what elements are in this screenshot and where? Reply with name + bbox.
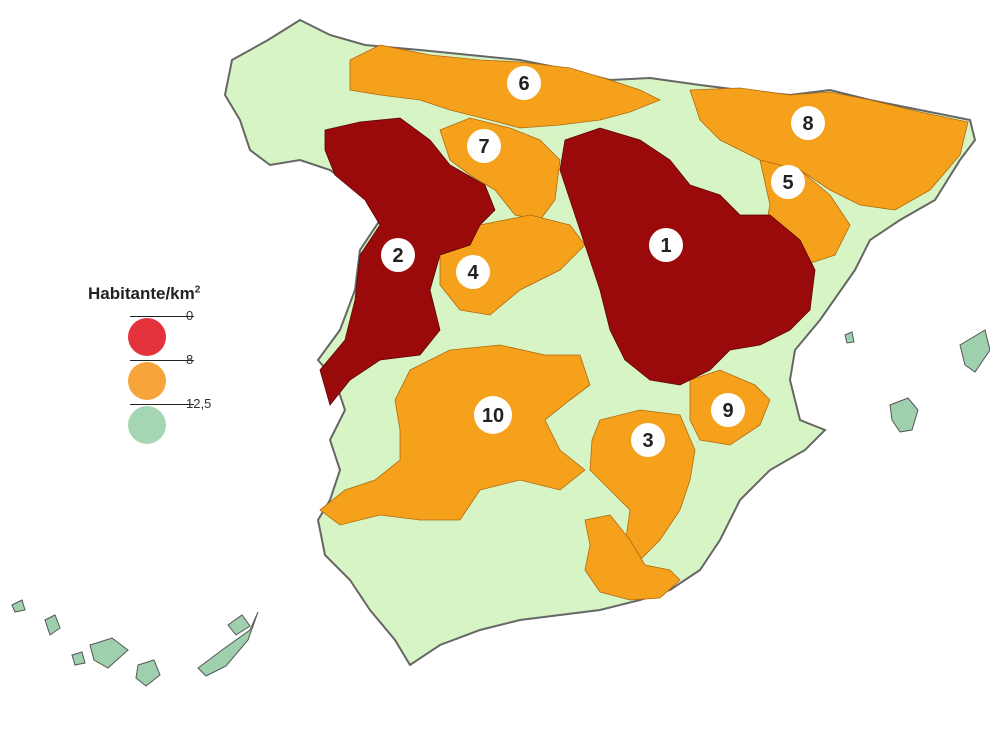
zone-marker-circle-3 [631, 423, 665, 457]
zone-marker-label-10: 10 [482, 405, 504, 427]
canarias-5 [135, 659, 161, 687]
zone-south-orange [584, 514, 681, 601]
legend-dot-medium [128, 362, 166, 400]
zone-marker-label-3: 3 [642, 430, 653, 452]
legend-label-1: 8 [186, 352, 194, 367]
zone-marker-3: 3 [631, 423, 665, 457]
legend-title: Habitante/km2 [88, 284, 200, 304]
medium-density-zones [319, 44, 969, 601]
zone-north-orange [349, 44, 661, 129]
zone-marker-circle-5 [771, 165, 805, 199]
zone-marker-circle-4 [456, 255, 490, 289]
baleares-ibiza [844, 331, 855, 344]
canarias-2 [44, 614, 61, 636]
legend-dot-low [128, 318, 166, 356]
zone-marker-circle-9 [711, 393, 745, 427]
zone-marker-label-6: 6 [518, 73, 529, 95]
legend-tick-2 [130, 404, 194, 405]
zone-3-orange [589, 409, 696, 561]
zone-marker-circle-10 [474, 396, 512, 434]
zone-marker-label-7: 7 [478, 136, 489, 158]
canarias-4 [89, 637, 129, 669]
islands [11, 329, 990, 687]
zone-4-orange [439, 214, 586, 316]
zone-marker-4: 4 [456, 255, 490, 289]
canarias-7 [227, 614, 251, 636]
legend-label-0: 0 [186, 308, 194, 323]
canarias-6 [197, 611, 259, 677]
zone-marker-label-5: 5 [782, 172, 793, 194]
zone-marker-circle-6 [507, 66, 541, 100]
zone-marker-1: 1 [649, 228, 683, 262]
density-legend: Habitante/km2 0 8 12,5 [88, 284, 228, 454]
zone-marker-label-4: 4 [467, 262, 479, 284]
legend-dot-high [128, 406, 166, 444]
zone-marker-label-8: 8 [802, 113, 813, 135]
zone-marker-circle-1 [649, 228, 683, 262]
baleares-menorca [959, 329, 990, 373]
zone-marker-circle-2 [381, 238, 415, 272]
zone-marker-label-9: 9 [722, 400, 733, 422]
zone-marker-5: 5 [771, 165, 805, 199]
zone-marker-10: 10 [474, 396, 512, 434]
legend-title-text: Habitante/km [88, 284, 195, 303]
zone-1-red [559, 127, 816, 386]
zone-marker-6: 6 [507, 66, 541, 100]
zone-8-orange [689, 87, 969, 211]
legend-tick-0 [130, 316, 194, 317]
legend-label-2: 12,5 [186, 396, 212, 411]
zone-marker-label-2: 2 [392, 245, 403, 267]
zone-marker-circle-8 [791, 106, 825, 140]
legend-title-sup: 2 [194, 284, 201, 296]
zone-markers: 1 2 3 4 5 6 7 8 9 10 [381, 66, 825, 457]
zone-marker-9: 9 [711, 393, 745, 427]
zone-marker-2: 2 [381, 238, 415, 272]
zone-marker-7: 7 [467, 129, 501, 163]
legend-tick-1 [130, 360, 194, 361]
canarias-3 [71, 651, 86, 666]
zone-marker-label-1: 1 [660, 235, 671, 257]
zone-marker-circle-7 [467, 129, 501, 163]
zone-10-orange [319, 344, 591, 526]
canarias-1 [11, 599, 26, 613]
zone-marker-8: 8 [791, 106, 825, 140]
baleares-mallorca [889, 397, 919, 433]
